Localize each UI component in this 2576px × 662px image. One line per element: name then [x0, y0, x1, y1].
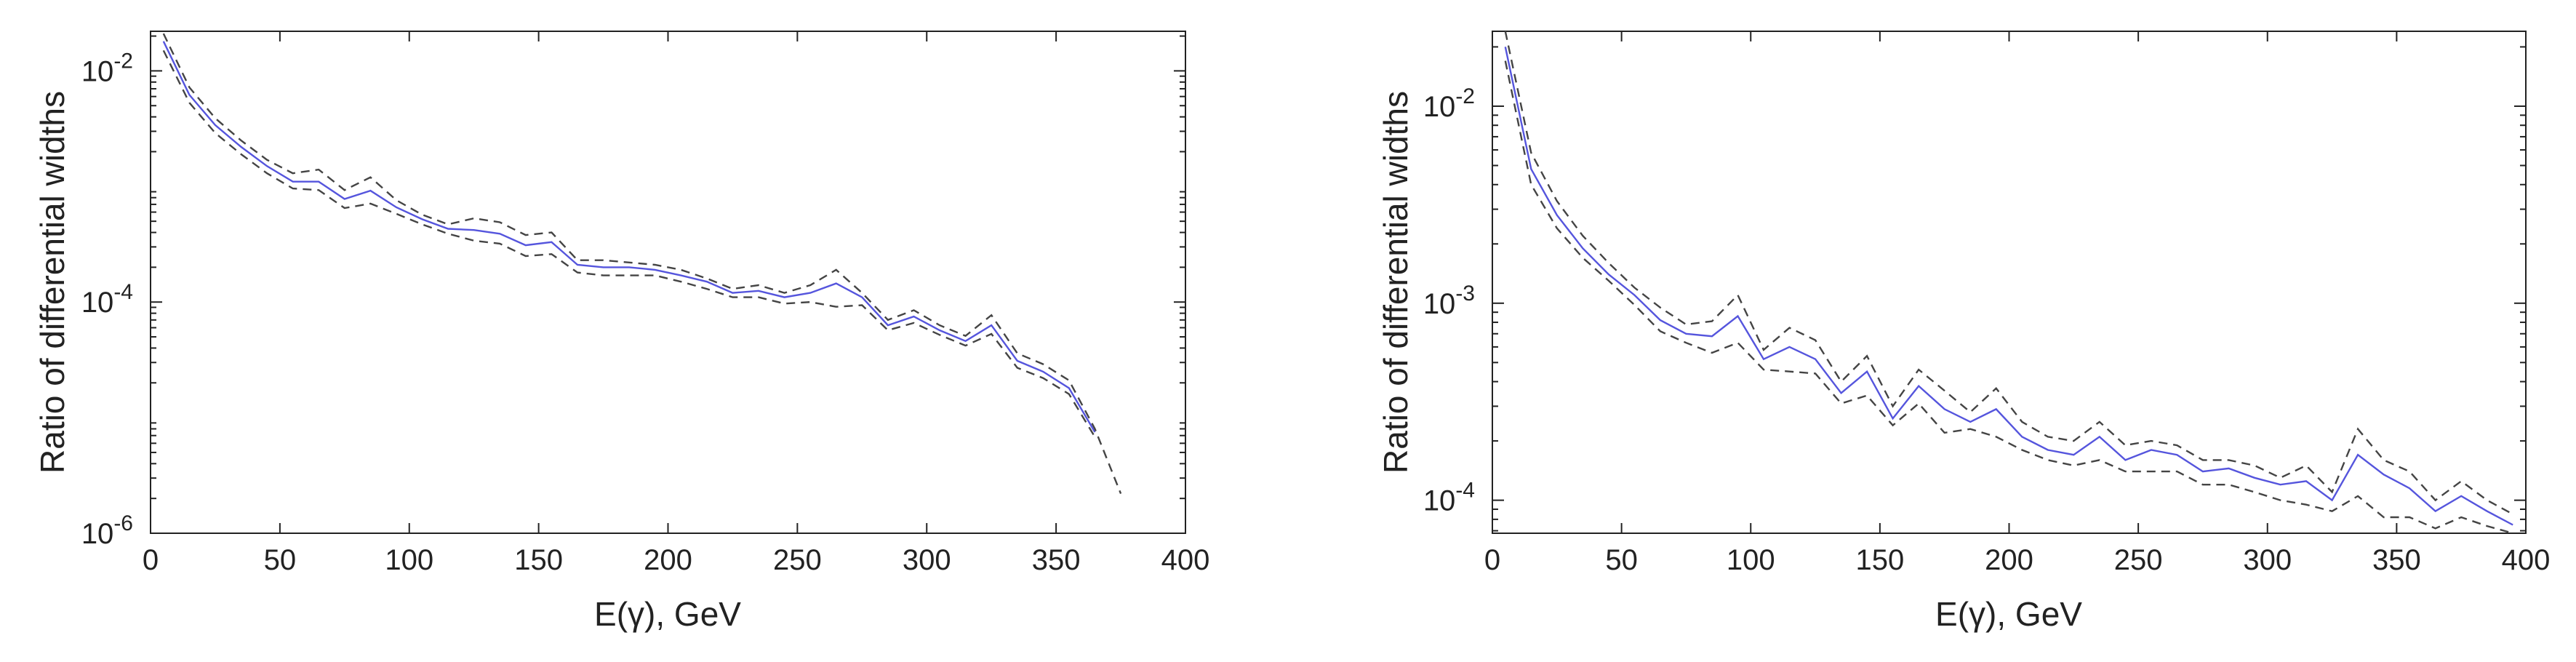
x-tick-label: 350: [1032, 544, 1081, 576]
x-tick-label: 150: [514, 544, 563, 576]
chart-right-plot-area: [1492, 31, 2527, 534]
y-tick-label: 10-3: [1423, 282, 1475, 320]
series-line-lower-bound: [162, 49, 1096, 438]
x-tick-label: 250: [773, 544, 822, 576]
chart-right-x-axis-label: E(γ), GeV: [1935, 595, 2082, 633]
y-tick-label: 10-2: [81, 49, 133, 87]
x-tick-label: 50: [264, 544, 297, 576]
x-tick-label: 150: [1856, 544, 1905, 576]
chart-right: 0 50 100 150 200 250 300 350 400 10-2 10-3 10-4 E(…: [1377, 31, 2550, 633]
chart-left-series: [162, 33, 1122, 495]
x-tick-label: 200: [644, 544, 692, 576]
x-tick-label: 400: [2502, 544, 2551, 576]
series-line-upper-bound: [1504, 31, 2513, 515]
y-tick-label: 10-2: [1423, 84, 1475, 123]
series-line-upper-bound: [162, 33, 1122, 495]
chart-right-y-ticks: 10-2 10-3 10-4: [1423, 46, 2526, 532]
x-tick-label: 250: [2114, 544, 2163, 576]
x-tick-label: 300: [2243, 544, 2292, 576]
y-tick-label: 10-6: [81, 511, 133, 550]
chart-right-series: [1504, 31, 2513, 535]
y-tick-label: 10-4: [1423, 479, 1475, 517]
x-tick-label: 50: [1605, 544, 1638, 576]
chart-right-x-ticks: 0 50 100 150 200 250 300 350 400: [1484, 31, 2551, 576]
chart-left-y-axis-label: Ratio of differential widths: [33, 91, 71, 474]
x-tick-label: 100: [385, 544, 433, 576]
series-line-central: [1504, 47, 2513, 526]
chart-left-plot-area: [150, 31, 1186, 534]
series-line-central: [162, 41, 1096, 433]
x-tick-label: 0: [1484, 544, 1500, 576]
chart-left-y-ticks: 10-2 10-4 10-6: [81, 35, 1185, 550]
chart-right-y-axis-label: Ratio of differential widths: [1377, 91, 1415, 474]
x-tick-label: 300: [903, 544, 951, 576]
x-tick-label: 100: [1727, 544, 1775, 576]
y-tick-label: 10-4: [81, 280, 133, 319]
chart-left: 0 50 100 150 200 250 300 350 400 10-2 10-4 10-6 E(…: [33, 31, 1209, 633]
x-tick-label: 400: [1161, 544, 1210, 576]
x-tick-label: 200: [1985, 544, 2033, 576]
chart-left-x-axis-label: E(γ), GeV: [594, 595, 741, 633]
x-tick-label: 0: [143, 544, 159, 576]
series-line-lower-bound: [1504, 60, 2513, 535]
x-tick-label: 350: [2372, 544, 2421, 576]
chart-left-x-ticks: 0 50 100 150 200 250 300 350 400: [143, 31, 1210, 576]
